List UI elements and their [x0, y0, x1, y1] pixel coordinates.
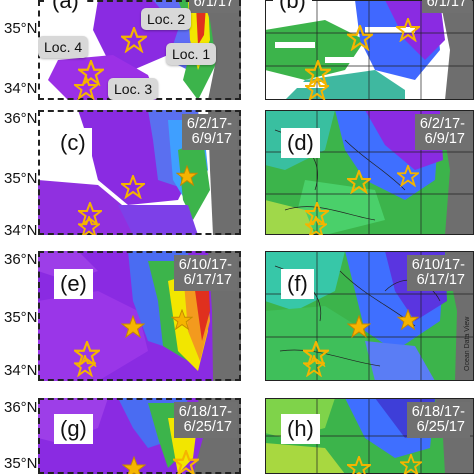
star-icon	[173, 450, 199, 474]
lat-label-36n-row4: 36°N	[4, 399, 38, 416]
star-icon	[121, 175, 145, 199]
panel-b-letter: (b)	[273, 0, 312, 16]
panel-e-date: 6/10/17- 6/17/17	[173, 255, 237, 291]
star-icon	[396, 18, 420, 42]
lat-label-36n-row2: 36°N	[4, 110, 38, 127]
lat-label-35n-row4: 35°N	[4, 455, 38, 472]
map-panel-f: (f) 6/10/17- 6/17/17 Ocean Data View	[265, 251, 474, 381]
loc-1-label: Loc. 1	[166, 43, 217, 65]
star-icon	[347, 170, 371, 194]
ocean-data-view-watermark: Ocean Data View	[464, 316, 471, 371]
map-panel-c: (c) 6/2/17- 6/9/17	[38, 110, 241, 235]
panel-a-date: 6/1/17	[188, 0, 239, 13]
lat-label-35n-row3: 35°N	[4, 309, 38, 326]
panel-e-letter: (e)	[54, 269, 93, 299]
star-icon	[305, 77, 329, 100]
star-icon	[303, 355, 325, 377]
panel-c-letter: (c)	[54, 128, 92, 158]
loc-2-label: Loc. 2	[141, 8, 192, 30]
star-icon	[121, 315, 145, 339]
map-panel-a: (a) 6/1/17 Loc. 2 Loc. 1 Loc. 4 Loc. 3	[38, 0, 241, 100]
star-icon	[397, 165, 419, 187]
panel-d-letter: (d)	[281, 128, 320, 158]
panel-b-date: 6/1/17	[421, 0, 472, 13]
panel-g-date: 6/18/17- 6/25/17	[173, 402, 237, 438]
panel-h-letter: (h)	[281, 414, 320, 444]
star-icon	[121, 27, 147, 53]
loc-3-label: Loc. 3	[108, 78, 159, 100]
lat-label-35n-row2: 35°N	[4, 170, 38, 187]
panel-f-date: 6/10/17- 6/17/17	[406, 255, 470, 291]
panel-d-date: 6/2/17- 6/9/17	[414, 114, 470, 150]
panel-h-date: 6/18/17- 6/25/17	[406, 402, 470, 438]
star-icon	[74, 355, 96, 377]
star-icon	[78, 60, 104, 86]
map-panel-g: (g) 6/18/17- 6/25/17	[38, 398, 241, 474]
star-icon	[400, 454, 422, 474]
star-icon	[74, 76, 98, 100]
map-panel-h: (h) 6/18/17- 6/25/17	[265, 398, 474, 474]
star-icon	[78, 216, 100, 235]
star-icon	[347, 315, 371, 339]
star-icon	[347, 25, 373, 51]
star-icon	[305, 216, 327, 235]
lat-label-34n-row2: 34°N	[4, 222, 38, 239]
map-panel-e: (e) 6/10/17- 6/17/17	[38, 251, 241, 381]
lat-label-35n-row1: 35°N	[4, 20, 38, 37]
panel-f-letter: (f)	[281, 269, 314, 299]
lat-label-36n-row3: 36°N	[4, 251, 38, 268]
panel-g-letter: (g)	[54, 414, 93, 444]
map-panel-d: (d) 6/2/17- 6/9/17	[265, 110, 474, 235]
loc-4-label: Loc. 4	[38, 36, 89, 58]
star-icon	[347, 456, 371, 474]
star-icon	[171, 309, 193, 331]
lat-label-34n-row1: 34°N	[4, 80, 38, 97]
panel-a-letter: (a)	[46, 0, 85, 16]
panel-c-date: 6/2/17- 6/9/17	[181, 114, 237, 150]
map-panel-b: (b) 6/1/17	[265, 0, 474, 100]
lat-label-34n-row3: 34°N	[4, 362, 38, 379]
star-icon	[122, 456, 146, 474]
star-icon	[176, 165, 198, 187]
star-icon	[397, 309, 419, 331]
